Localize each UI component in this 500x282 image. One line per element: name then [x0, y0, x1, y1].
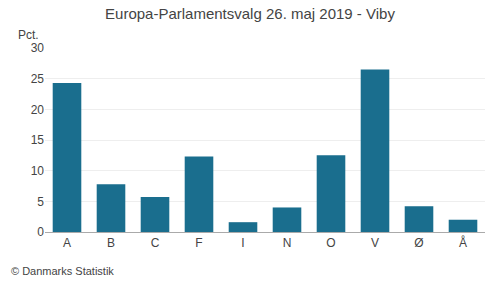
- svg-text:20: 20: [31, 103, 45, 117]
- svg-text:O: O: [326, 236, 335, 250]
- svg-text:Europa-Parlamentsvalg 26. maj: Europa-Parlamentsvalg 26. maj 2019 - Vib…: [105, 5, 395, 22]
- svg-text:© Danmarks Statistik: © Danmarks Statistik: [11, 265, 114, 277]
- svg-text:10: 10: [31, 164, 45, 178]
- svg-text:N: N: [283, 236, 292, 250]
- svg-text:I: I: [241, 236, 244, 250]
- svg-text:5: 5: [37, 195, 44, 209]
- svg-text:Pct.: Pct.: [18, 28, 39, 42]
- svg-text:A: A: [63, 236, 71, 250]
- svg-text:C: C: [151, 236, 160, 250]
- svg-text:B: B: [107, 236, 115, 250]
- svg-text:25: 25: [31, 72, 45, 86]
- svg-text:F: F: [195, 236, 202, 250]
- svg-text:Å: Å: [459, 235, 467, 250]
- svg-text:V: V: [371, 236, 379, 250]
- svg-text:0: 0: [37, 225, 44, 239]
- svg-text:15: 15: [31, 133, 45, 147]
- svg-text:Ø: Ø: [414, 236, 423, 250]
- svg-text:30: 30: [31, 41, 45, 55]
